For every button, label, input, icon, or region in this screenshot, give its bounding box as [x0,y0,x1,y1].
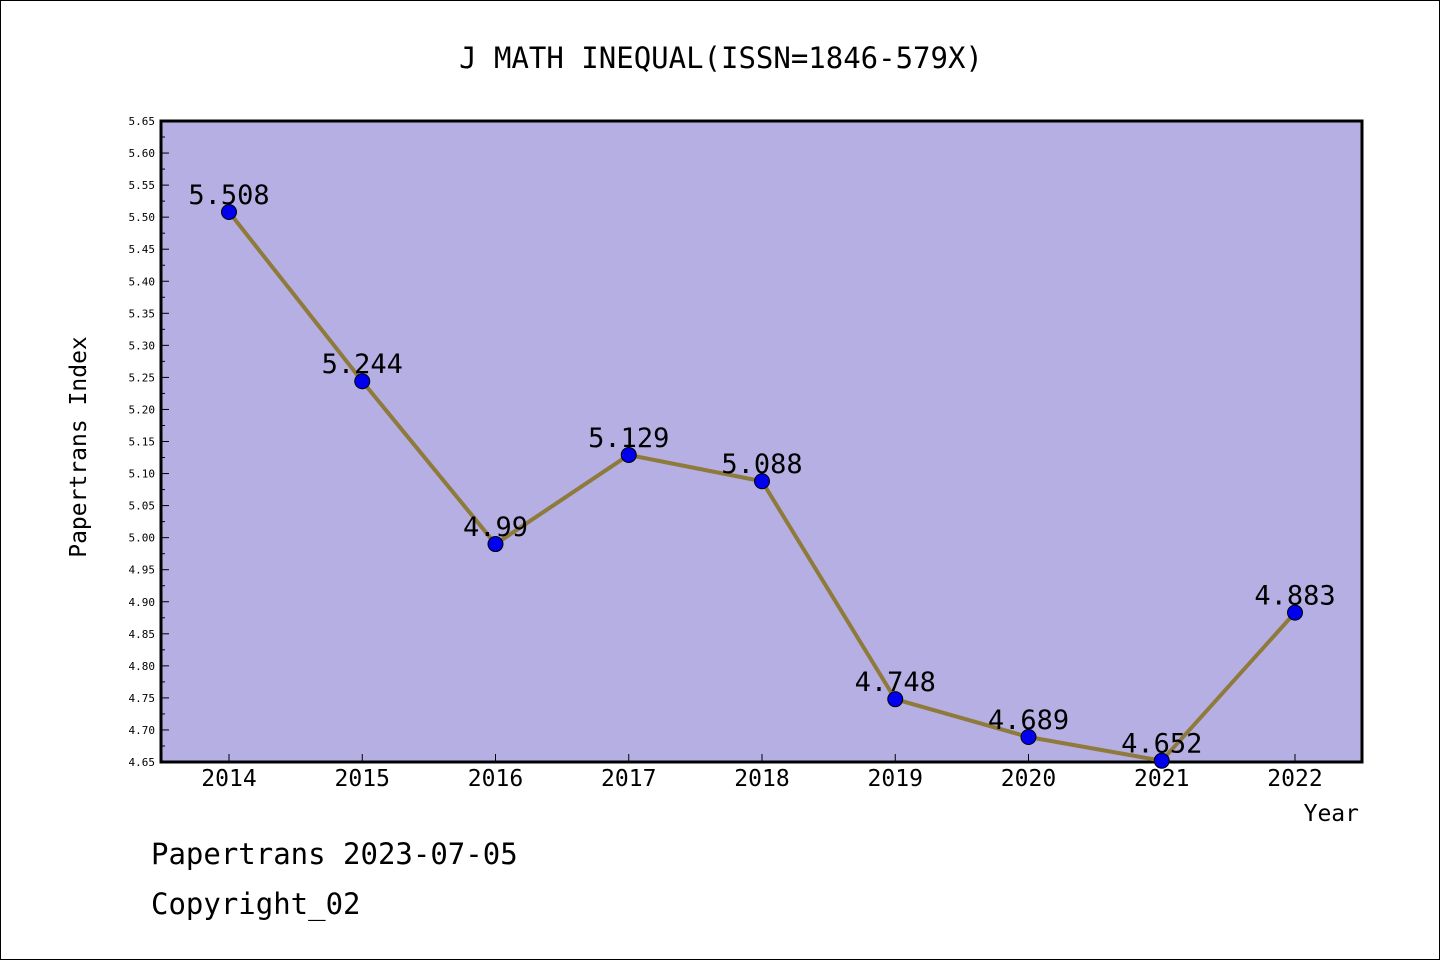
data-label: 5.088 [721,449,802,480]
y-tick-label: 5.45 [129,243,156,256]
data-label: 5.508 [188,180,269,211]
data-point [1153,752,1170,769]
y-axis-label: Papertrans Index [66,336,92,558]
data-point [1287,604,1303,621]
y-tick-label: 5.40 [129,275,156,288]
y-tick-label: 4.80 [129,660,156,673]
data-point [754,473,770,490]
footer-date: Papertrans 2023-07-05 [151,837,518,871]
y-tick-label: 5.55 [129,179,156,192]
data-label: 5.129 [588,423,669,454]
y-tick-label: 4.70 [129,724,156,737]
y-tick-label: 5.65 [129,115,156,128]
data-label: 4.652 [1121,729,1202,760]
data-point [887,691,904,708]
series-layer: 5.508 5.244 4.99 5.129 5.088 4.748 4.689 4.652 4… [188,180,1336,769]
y-tick-label: 5.10 [129,468,156,481]
x-tick-label: 2022 [1267,766,1322,792]
y-tick-label: 5.50 [129,211,156,224]
data-label: 5.244 [322,349,403,380]
data-point [487,536,504,553]
x-tick-label: 2018 [734,766,789,792]
y-tick-label: 4.90 [129,596,156,609]
y-tick-label: 5.20 [129,403,156,416]
x-tick-label: 2020 [1001,766,1056,792]
y-tick-label: 5.05 [129,500,156,513]
y-tick-label: 5.25 [129,371,156,384]
x-tick-label: 2017 [601,766,656,792]
data-point [1020,729,1037,746]
x-tick-label: 2016 [468,766,523,792]
data-label: 4.689 [988,705,1069,736]
y-tick-label: 5.00 [129,532,156,545]
data-point [354,373,371,390]
x-tick-label: 2015 [335,766,390,792]
x-tick-label: 2021 [1134,766,1189,792]
chart-title: J MATH INEQUAL(ISSN=1846-579X) [459,41,983,75]
y-tick-label: 5.30 [129,339,156,352]
data-label: 4.99 [463,512,528,543]
y-tick-label: 5.60 [129,147,156,160]
y-tick-label: 5.15 [129,436,156,449]
y-tick-label: 4.95 [129,564,156,577]
y-tick-label: 4.65 [129,756,156,769]
y-axis: 4.65 4.70 4.75 4.80 4.85 4.90 4.95 5.00 5.05 5.10… [129,115,169,769]
x-axis: 2014 2015 2016 2017 2018 2019 2020 2021 2022 [201,754,1323,792]
plot-area [159,119,1364,764]
x-axis-label: Year [1304,801,1359,827]
data-label: 4.748 [855,667,936,698]
x-tick-label: 2014 [201,766,256,792]
x-tick-label: 2019 [868,766,923,792]
data-point [221,204,237,221]
y-tick-label: 5.35 [129,307,156,320]
data-point [620,446,637,463]
data-label: 4.883 [1254,581,1335,612]
footer-copyright: Copyright_02 [151,887,361,921]
y-tick-label: 4.75 [129,692,156,705]
y-tick-label: 4.85 [129,628,156,641]
